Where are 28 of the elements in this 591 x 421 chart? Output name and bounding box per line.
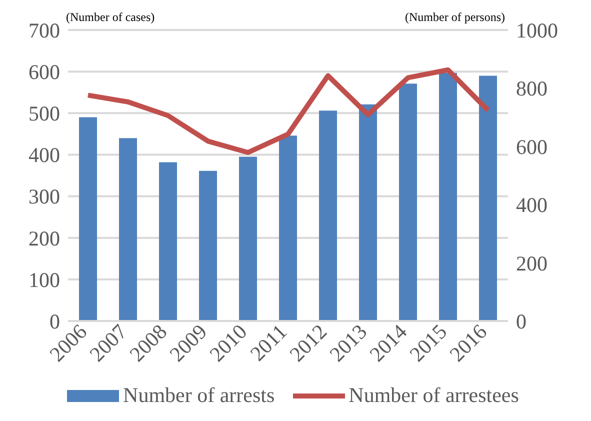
y2-tick-label: 200	[516, 251, 548, 276]
legend-label: Number of arrests	[123, 383, 275, 408]
bar	[279, 136, 297, 321]
bar	[159, 162, 177, 321]
bar	[399, 84, 417, 321]
y-tick-label: 100	[28, 268, 60, 292]
bar	[239, 156, 257, 321]
bar	[319, 110, 337, 321]
y2-tick-label: 1000	[516, 18, 558, 42]
bar	[439, 72, 457, 321]
bar	[79, 117, 97, 321]
y2-axis-title: (Number of persons)	[405, 10, 505, 25]
y2-tick-label: 800	[516, 76, 548, 101]
bar	[119, 138, 137, 321]
y2-tick-label: 400	[516, 193, 548, 218]
y-tick-label: 200	[28, 226, 60, 250]
y-axis-title: (Number of cases)	[66, 10, 155, 25]
y2-tick-label: 600	[516, 134, 548, 159]
bar	[199, 170, 217, 321]
y-tick-label: 400	[28, 143, 60, 168]
y2-tick-label: 0	[516, 309, 526, 334]
bar	[359, 104, 377, 321]
legend-label: Number of arrestees	[348, 383, 519, 408]
y-tick-label: 700	[28, 18, 60, 42]
y-tick-label: 300	[28, 184, 60, 209]
y-tick-label: 500	[28, 102, 60, 126]
y-tick-label: 600	[28, 60, 60, 84]
bar	[479, 76, 497, 321]
